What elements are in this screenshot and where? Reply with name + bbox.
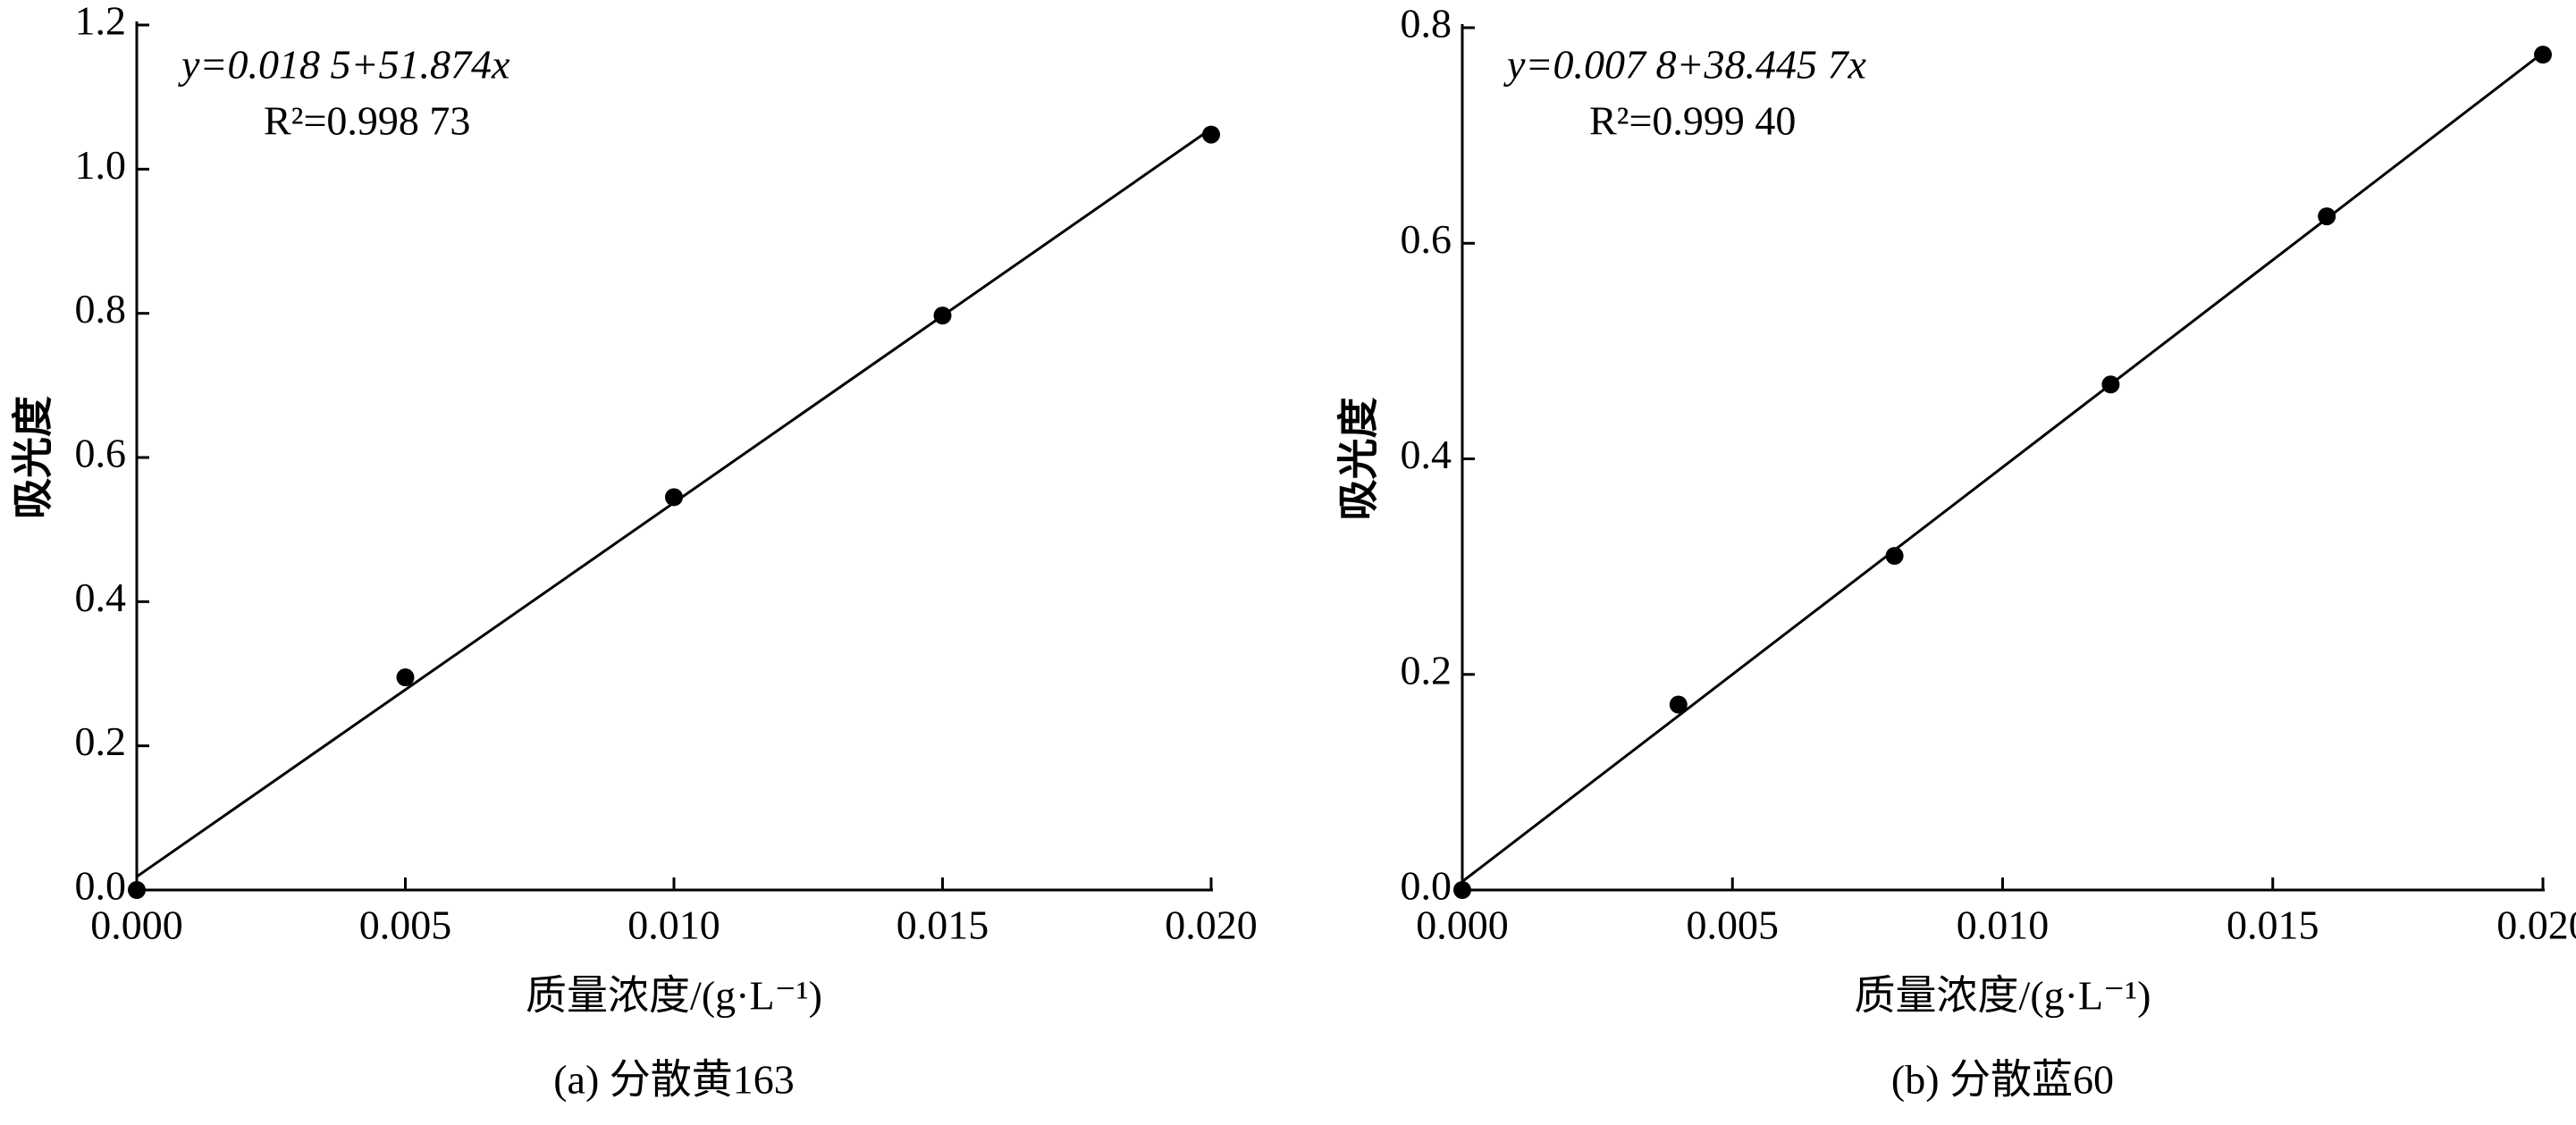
x-tick-label: 0.010 [627,903,720,948]
y-tick-label: 0.0 [75,863,127,909]
equation: y=0.018 5+51.874x [178,42,510,88]
y-tick-label: 0.6 [75,431,127,476]
y-tick-label: 0.2 [1401,647,1452,693]
data-point [396,668,415,687]
y-tick-label: 0.2 [75,718,127,764]
x-tick-label: 0.020 [1165,903,1258,948]
y-tick-label: 0.4 [75,575,127,620]
x-tick-label: 0.010 [1957,903,2050,948]
y-tick-label: 0.6 [1401,216,1452,262]
equation: y=0.007 8+38.445 7x [1503,42,1866,88]
data-point [933,306,952,325]
data-point [1885,547,1904,566]
x-axis-label: 质量浓度/(g·L⁻¹) [526,973,822,1019]
r-squared: R²=0.999 40 [1589,98,1796,144]
y-axis-label: 吸光度 [9,396,57,519]
data-point [2318,207,2336,226]
x-tick-label: 0.005 [1687,903,1780,948]
y-tick-label: 1.2 [75,0,127,44]
y-tick-label: 0.8 [75,286,127,332]
y-tick-label: 0.0 [1401,863,1452,909]
caption: (b) 分散蓝60 [1891,1057,2114,1103]
y-axis-label: 吸光度 [1334,398,1383,521]
fit-line [1461,51,2544,883]
x-axis-label: 质量浓度/(g·L⁻¹) [1855,973,2151,1019]
data-point [1202,125,1220,144]
y-tick-label: 0.8 [1401,1,1452,46]
data-point [665,488,683,507]
data-point [128,881,146,899]
x-tick-label: 0.005 [359,903,452,948]
x-tick-label: 0.000 [1416,903,1509,948]
caption: (a) 分散黄163 [553,1057,795,1103]
data-point [2101,375,2120,394]
x-tick-label: 0.020 [2496,903,2576,948]
y-tick-label: 0.4 [1401,432,1452,477]
data-point [1669,695,1688,714]
y-tick-label: 1.0 [75,142,127,188]
x-tick-label: 0.015 [2227,903,2319,948]
data-point [1453,881,1471,899]
x-tick-label: 0.000 [90,903,183,948]
r-squared: R²=0.998 73 [264,98,470,144]
x-tick-label: 0.015 [897,903,989,948]
data-point [2534,46,2552,64]
